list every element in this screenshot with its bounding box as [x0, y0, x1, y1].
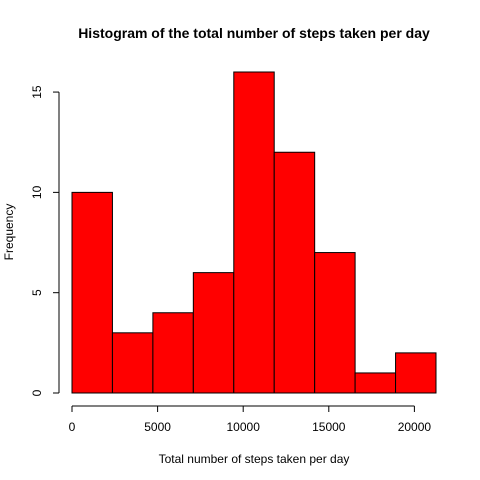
y-tick-label-3: 10	[30, 185, 44, 199]
histogram-bar-4	[192, 272, 235, 394]
y-axis-label: Frequency	[2, 204, 16, 261]
y-tick-label-1: 0	[30, 389, 44, 396]
x-axis: 0 5000 10000 15000 20000	[69, 405, 432, 434]
histogram-bar-1	[71, 191, 113, 394]
x-tick-label-4: 15000	[312, 420, 346, 434]
histogram-bar-9	[395, 352, 437, 394]
chart-title: Histogram of the total number of steps t…	[78, 25, 430, 41]
histogram-bar-8	[354, 372, 397, 394]
histogram-bar-2	[111, 332, 154, 394]
x-axis-label: Total number of steps taken per day	[159, 452, 350, 466]
bars-group	[71, 71, 437, 394]
y-tick-label-4: 15	[30, 85, 44, 99]
x-tick-label-5: 20000	[398, 420, 432, 434]
histogram-bar-5	[233, 71, 275, 394]
x-tick-label-1: 0	[69, 420, 76, 434]
y-tick-label-2: 5	[30, 289, 44, 296]
x-tick-label-3: 10000	[227, 420, 261, 434]
histogram-bar-6	[273, 151, 316, 394]
histogram-bar-3	[152, 312, 194, 394]
histogram-bar-7	[314, 252, 356, 394]
y-axis: 0 5 10 15	[30, 85, 60, 396]
x-tick-label-2: 5000	[144, 420, 171, 434]
